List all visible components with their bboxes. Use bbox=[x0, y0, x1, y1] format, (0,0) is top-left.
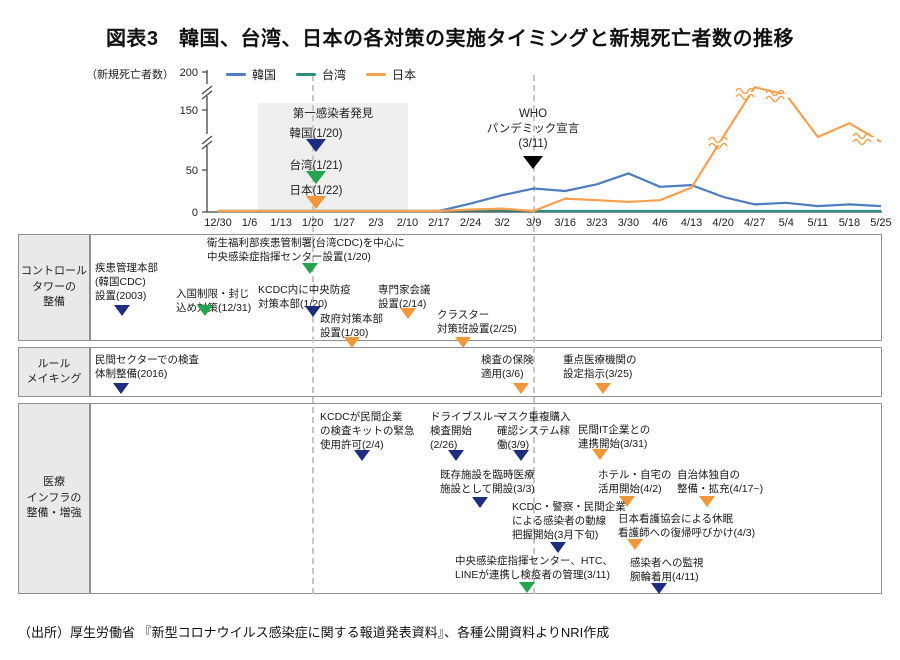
svg-text:2/3: 2/3 bbox=[368, 217, 383, 229]
event-marker-kr bbox=[305, 306, 321, 317]
y-axis-title: （新規死亡者数） bbox=[86, 69, 174, 81]
event-label: 民間セクターでの検査 体制整備(2016) bbox=[95, 354, 199, 381]
svg-text:4/27: 4/27 bbox=[744, 217, 765, 229]
event-label: 既存施設を臨時医療 施設として開設(3/3) bbox=[440, 469, 535, 496]
legend-line-swatch bbox=[226, 73, 246, 76]
event-marker-jp bbox=[400, 308, 416, 319]
svg-text:150: 150 bbox=[180, 105, 198, 117]
lane-label-text: ルール メイキング bbox=[26, 357, 82, 385]
legend-item-韓国: 韓国 bbox=[226, 66, 276, 83]
event-label: 自治体独自の 整備・拡充(4/17~) bbox=[677, 469, 764, 496]
event-label: 重点医療機関の 設定指示(3/25) bbox=[563, 354, 637, 381]
chart-legend: 韓国 台湾 日本 bbox=[226, 66, 416, 83]
first-case-marker-jp bbox=[306, 196, 326, 209]
event-label: ホテル・自宅の 活用開始(4/2) bbox=[598, 469, 672, 496]
legend-label: 台湾 bbox=[322, 68, 347, 82]
lane-track-0 bbox=[90, 234, 882, 341]
event-marker-jp bbox=[455, 337, 471, 348]
event-marker-tw bbox=[519, 582, 535, 593]
legend-label: 韓国 bbox=[252, 68, 277, 82]
svg-text:50: 50 bbox=[186, 165, 198, 177]
event-marker-kr bbox=[651, 583, 667, 594]
svg-text:1/13: 1/13 bbox=[270, 217, 291, 229]
lane-track-1 bbox=[90, 347, 882, 397]
event-marker-kr bbox=[448, 450, 464, 461]
first-case-marker-kr bbox=[306, 139, 326, 152]
svg-text:3/30: 3/30 bbox=[618, 217, 639, 229]
event-label: 日本看護協会による休眠 看護師への復帰呼びかけ(4/3) bbox=[618, 513, 756, 540]
event-marker-jp bbox=[513, 383, 529, 394]
event-marker-jp bbox=[592, 449, 608, 460]
event-label: 中央感染症指揮センター、HTC、 LINEが連携し検疫者の管理(3/11) bbox=[455, 555, 613, 582]
figure-title: 図表3 韓国、台湾、日本の各対策の実施タイミングと新規死亡者数の推移 bbox=[105, 28, 795, 50]
svg-text:2/17: 2/17 bbox=[428, 217, 449, 229]
event-marker-jp bbox=[595, 383, 611, 394]
legend-line-swatch bbox=[366, 73, 387, 76]
svg-text:2/10: 2/10 bbox=[397, 217, 418, 229]
event-label: KCDCが民間企業 の検査キットの緊急 使用許可(2/4) bbox=[320, 411, 415, 452]
first-case-title: 第一感染者発見 bbox=[292, 108, 374, 120]
event-marker-jp bbox=[344, 337, 360, 348]
event-marker-tw bbox=[197, 305, 213, 316]
event-label: KCDC・警察・民間企業 による感染者の動線 把握開始(3月下旬) bbox=[512, 501, 626, 542]
event-label: 疾患管理本部 (韓国CDC) 設置(2003) bbox=[95, 262, 158, 303]
legend-line-swatch bbox=[296, 73, 317, 76]
svg-text:1/6: 1/6 bbox=[242, 217, 257, 229]
legend-item-台湾: 台湾 bbox=[296, 66, 346, 83]
event-marker-kr bbox=[113, 383, 129, 394]
event-label: 衛生福利部疾患管制署(台湾CDC)を中心に 中央感染症指揮センター設置(1/20… bbox=[207, 237, 405, 264]
event-marker-kr bbox=[550, 542, 566, 553]
lane-label-1: ルール メイキング bbox=[18, 347, 90, 397]
dashed-reference-line-1 bbox=[533, 75, 535, 594]
event-label: ドライブスルー 検査開始 (2/26) bbox=[430, 411, 504, 452]
svg-text:5/4: 5/4 bbox=[779, 217, 794, 229]
event-marker-kr bbox=[513, 450, 529, 461]
event-label: 感染者への監視 腕輪着用(4/11) bbox=[630, 557, 704, 584]
who-declaration-annotation: WHO パンデミック宣言 (3/11) bbox=[486, 108, 580, 150]
svg-text:3/23: 3/23 bbox=[586, 217, 607, 229]
svg-text:3/16: 3/16 bbox=[555, 217, 576, 229]
event-marker-jp bbox=[627, 539, 643, 550]
event-marker-jp bbox=[699, 496, 715, 507]
svg-text:12/30: 12/30 bbox=[204, 217, 232, 229]
legend-label: 日本 bbox=[392, 68, 417, 82]
legend-item-日本: 日本 bbox=[366, 66, 416, 83]
event-label: 入国制限・封じ 込め対策(12/31) bbox=[176, 288, 252, 315]
lane-track-2 bbox=[90, 403, 882, 594]
who-declaration-marker bbox=[523, 156, 543, 169]
event-label: 専門家会議 設置(2/14) bbox=[378, 284, 431, 311]
svg-text:2/24: 2/24 bbox=[460, 217, 481, 229]
source-note: （出所）厚生労働省 『新型コロナウイルス感染症に関する報道発表資料』、各種公開資… bbox=[18, 625, 610, 640]
event-marker-kr bbox=[114, 305, 130, 316]
event-label: マスク重複購入 確認システム稼 働(3/9) bbox=[497, 411, 571, 452]
svg-text:5/25: 5/25 bbox=[870, 217, 891, 229]
lane-label-0: コントロール タワーの 整備 bbox=[18, 234, 90, 341]
dashed-reference-line-0 bbox=[312, 75, 314, 594]
event-marker-tw bbox=[302, 263, 318, 274]
event-label: クラスター 対策班設置(2/25) bbox=[437, 309, 517, 336]
event-label: 民間IT企業との 連携開始(3/31) bbox=[578, 424, 651, 451]
svg-text:1/27: 1/27 bbox=[334, 217, 355, 229]
svg-text:4/13: 4/13 bbox=[681, 217, 702, 229]
event-marker-jp bbox=[619, 496, 635, 507]
lane-label-text: コントロール タワーの 整備 bbox=[21, 265, 87, 309]
svg-text:3/2: 3/2 bbox=[494, 217, 509, 229]
svg-text:5/11: 5/11 bbox=[808, 217, 829, 229]
event-marker-kr bbox=[472, 497, 488, 508]
svg-text:4/6: 4/6 bbox=[652, 217, 667, 229]
event-marker-kr bbox=[354, 450, 370, 461]
svg-text:5/18: 5/18 bbox=[839, 217, 860, 229]
event-label: 政府対策本部 設置(1/30) bbox=[320, 313, 383, 340]
lane-label-2: 医療 インフラの 整備・増強 bbox=[18, 403, 90, 594]
svg-text:0: 0 bbox=[192, 207, 198, 219]
lane-label-text: 医療 インフラの 整備・増強 bbox=[26, 476, 82, 520]
svg-text:4/20: 4/20 bbox=[712, 217, 733, 229]
event-label: 検査の保険 適用(3/6) bbox=[481, 354, 534, 381]
svg-text:200: 200 bbox=[180, 67, 198, 79]
